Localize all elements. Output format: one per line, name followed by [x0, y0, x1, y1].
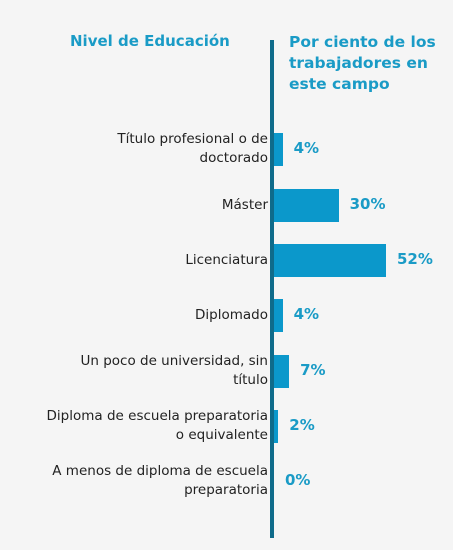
category-label-line: Máster	[221, 196, 268, 213]
category-label: A menos de diploma de escuela preparatori…	[52, 462, 268, 500]
category-label-line: Diploma de escuela preparatoria	[46, 408, 268, 424]
value-label: 4%	[293, 305, 320, 323]
category-label-line: doctorado	[199, 150, 268, 166]
category-label: Título profesional o de doctorado	[117, 130, 268, 168]
category-label-line: preparatoria	[184, 482, 268, 498]
value-label: 0%	[285, 471, 311, 489]
category-label-line: Licenciatura	[185, 251, 268, 268]
bar	[274, 188, 339, 222]
value-label: 52%	[397, 250, 433, 268]
category-label: Un poco de universidad, sin título	[80, 352, 268, 390]
category-label-line: Un poco de universidad, sin	[80, 353, 268, 369]
category-label: Licenciatura	[185, 251, 268, 270]
bar	[274, 243, 386, 277]
bar	[274, 298, 283, 332]
value-label: 2%	[289, 416, 315, 434]
bar	[274, 409, 279, 443]
category-label: Máster	[222, 196, 268, 215]
category-header: Nivel de Educación	[70, 32, 230, 50]
bar	[274, 354, 290, 388]
vertical-axis-line	[270, 40, 274, 538]
bar	[274, 132, 283, 166]
category-label-line: Título profesional o de	[117, 131, 268, 147]
category-label-line: A menos de diploma de escuela	[52, 463, 268, 479]
category-label: Diplomado	[195, 306, 268, 325]
value-header: Por ciento de los trabajadores en este c…	[289, 33, 436, 93]
value-label: 7%	[300, 361, 326, 379]
value-label: 30%	[349, 195, 386, 213]
category-label-line: Diplomado	[195, 306, 268, 323]
category-label-line: título	[233, 372, 268, 388]
value-label: 4%	[293, 139, 320, 157]
category-label: Diploma de escuela preparatoria o equival…	[47, 407, 268, 445]
category-label-line: o equivalente	[175, 427, 268, 443]
